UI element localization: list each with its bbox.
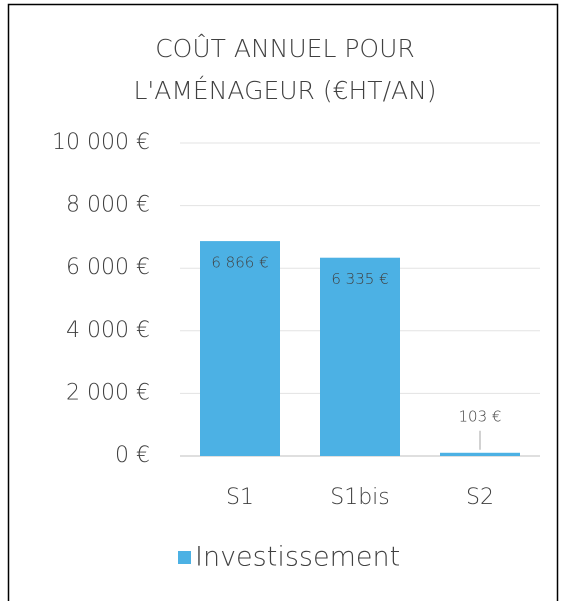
y-tick-label: 10 000 € xyxy=(52,130,150,155)
y-tick-label: 4 000 € xyxy=(66,318,150,343)
y-tick-label: 0 € xyxy=(115,443,150,468)
chart-title: COÛT ANNUEL POUR xyxy=(155,33,415,63)
legend-label: Investissement xyxy=(195,542,400,573)
x-tick-label: S1 xyxy=(226,485,254,510)
x-tick-label: S1bis xyxy=(330,485,390,510)
y-tick-label: 2 000 € xyxy=(66,380,150,405)
y-tick-label: 8 000 € xyxy=(66,193,150,218)
data-label: 6 335 € xyxy=(331,270,388,288)
x-tick-label: S2 xyxy=(466,485,494,510)
bar xyxy=(320,257,400,456)
legend-swatch xyxy=(178,551,191,564)
bar xyxy=(200,241,280,456)
y-tick-label: 6 000 € xyxy=(66,255,150,280)
bar xyxy=(440,452,520,456)
chart-title: L'AMÉNAGEUR (€HT/AN) xyxy=(133,76,436,105)
chart-border xyxy=(7,3,559,601)
data-label: 6 866 € xyxy=(211,254,268,272)
data-label: 103 € xyxy=(459,407,502,425)
